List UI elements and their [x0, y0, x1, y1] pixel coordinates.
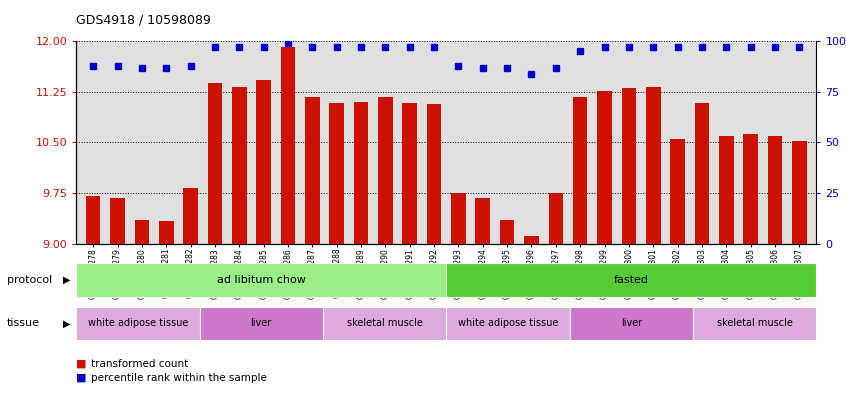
Bar — [670, 139, 685, 393]
Text: GDS4918 / 10598089: GDS4918 / 10598089 — [76, 14, 211, 27]
Bar — [323, 307, 447, 340]
Bar — [525, 235, 539, 393]
Bar — [200, 307, 323, 340]
Bar — [792, 141, 806, 393]
Text: protocol: protocol — [7, 275, 52, 285]
Bar — [451, 193, 466, 393]
Text: liver: liver — [621, 318, 642, 328]
Text: ▶: ▶ — [63, 275, 70, 285]
Text: percentile rank within the sample: percentile rank within the sample — [91, 373, 266, 383]
Text: ▶: ▶ — [63, 318, 70, 329]
Bar — [695, 103, 709, 393]
Bar — [500, 220, 514, 393]
Text: skeletal muscle: skeletal muscle — [347, 318, 422, 328]
Bar — [573, 97, 587, 393]
Text: white adipose tissue: white adipose tissue — [88, 318, 188, 328]
Bar — [767, 136, 783, 393]
Bar — [403, 103, 417, 393]
Bar — [305, 97, 320, 393]
Bar — [329, 103, 344, 393]
Bar — [426, 104, 442, 393]
Text: skeletal muscle: skeletal muscle — [717, 318, 793, 328]
Text: transformed count: transformed count — [91, 358, 188, 369]
Bar — [76, 263, 447, 297]
Text: ad libitum chow: ad libitum chow — [217, 275, 305, 285]
Bar — [597, 90, 612, 393]
Bar — [86, 196, 101, 393]
Bar — [719, 136, 733, 393]
Text: ■: ■ — [76, 373, 86, 383]
Text: tissue: tissue — [7, 318, 40, 329]
Bar — [548, 193, 563, 393]
Bar — [646, 87, 661, 393]
Bar — [447, 307, 569, 340]
Bar — [622, 88, 636, 393]
Bar — [693, 307, 816, 340]
Text: liver: liver — [250, 318, 272, 328]
Bar — [207, 83, 222, 393]
Bar — [569, 307, 693, 340]
Bar — [110, 198, 125, 393]
Bar — [135, 220, 149, 393]
Text: fasted: fasted — [614, 275, 649, 285]
Bar — [378, 97, 393, 393]
Bar — [76, 307, 200, 340]
Bar — [744, 134, 758, 393]
Text: white adipose tissue: white adipose tissue — [458, 318, 558, 328]
Bar — [159, 221, 173, 393]
Bar — [184, 188, 198, 393]
Bar — [256, 81, 271, 393]
Bar — [232, 87, 246, 393]
Bar — [475, 198, 490, 393]
Bar — [354, 102, 368, 393]
Text: ■: ■ — [76, 358, 86, 369]
Bar — [447, 263, 816, 297]
Bar — [281, 47, 295, 393]
